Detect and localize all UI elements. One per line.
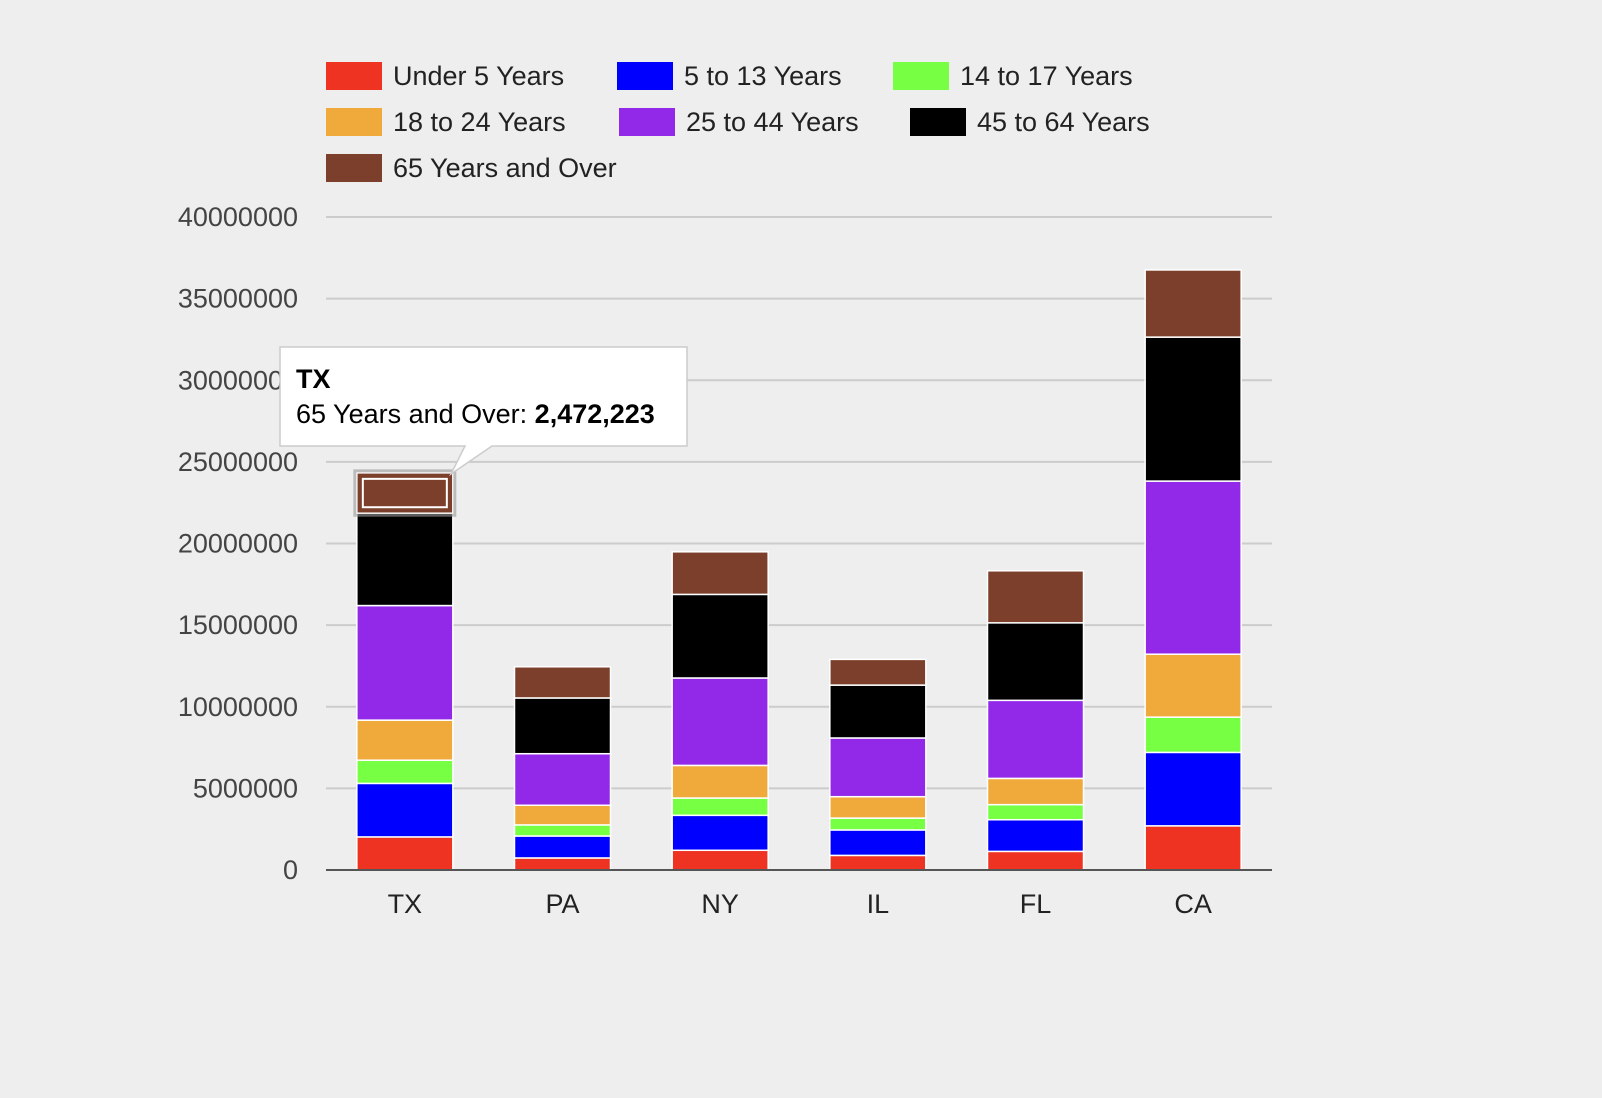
- bar-segment-il-25-to-44-years[interactable]: [829, 737, 927, 798]
- gridlines: [326, 216, 1272, 790]
- y-tick-label: 25000000: [178, 447, 298, 477]
- legend-item-14-to-17-years[interactable]: 14 to 17 Years: [893, 61, 1133, 91]
- bar-segment-pa-14-to-17-years[interactable]: [513, 824, 612, 837]
- bar-segment-ny-65-years-and-over[interactable]: [671, 551, 769, 596]
- bar-segment-il-45-to-64-years[interactable]: [829, 684, 927, 739]
- bar-segment-pa-45-to-64-years[interactable]: [513, 697, 612, 755]
- bar-segment-il-5-to-13-years[interactable]: [829, 829, 927, 857]
- bar-stack-tx: [356, 472, 454, 871]
- legend-label: 25 to 44 Years: [686, 107, 859, 137]
- legend-item-5-to-13-years[interactable]: 5 to 13 Years: [617, 61, 842, 91]
- bar-stack-ca: [1144, 269, 1242, 871]
- bar-segment-ca-25-to-44-years[interactable]: [1144, 480, 1242, 655]
- bar-segment-tx-18-to-24-years[interactable]: [356, 719, 454, 761]
- legend-label: Under 5 Years: [393, 61, 564, 91]
- bar-segment-ca-45-to-64-years[interactable]: [1144, 336, 1242, 482]
- bar-segment-tx-under-5-years[interactable]: [356, 836, 454, 871]
- legend-swatch: [619, 108, 675, 136]
- legend-swatch: [893, 62, 949, 90]
- tooltip-box: [279, 346, 688, 477]
- highlight-inner: [361, 477, 448, 509]
- y-tick-label: 0: [283, 855, 298, 885]
- hover-highlight: [353, 469, 457, 517]
- y-tick-label: 10000000: [178, 692, 298, 722]
- legend: Under 5 Years 5 to 13 Years 14 to 17 Years…: [326, 61, 1150, 183]
- bar-segment-fl-14-to-17-years[interactable]: [986, 803, 1085, 821]
- y-axis: 0 5000000 10000000 15000000 20000000 25000000…: [178, 202, 298, 885]
- bar-segment-fl-65-years-and-over[interactable]: [986, 570, 1085, 624]
- bar-segment-fl-25-to-44-years[interactable]: [986, 699, 1085, 780]
- legend-swatch: [326, 108, 382, 136]
- bar-segment-pa-25-to-44-years[interactable]: [513, 752, 612, 807]
- bar-segment-tx-25-to-44-years[interactable]: [356, 604, 454, 721]
- bar-segment-ca-5-to-13-years[interactable]: [1144, 751, 1242, 827]
- bars: [356, 269, 1242, 871]
- bar-segment-ca-14-to-17-years[interactable]: [1144, 716, 1242, 754]
- bar-segment-il-under-5-years[interactable]: [829, 854, 927, 871]
- bar-segment-tx-5-to-13-years[interactable]: [356, 782, 454, 838]
- legend-item-45-to-64-years[interactable]: 45 to 64 Years: [910, 107, 1150, 137]
- y-tick-label: 5000000: [193, 773, 298, 803]
- legend-item-65-years-and-over[interactable]: 65 Years and Over: [326, 153, 617, 183]
- legend-label: 18 to 24 Years: [393, 107, 566, 137]
- x-tick-label: NY: [701, 889, 739, 919]
- legend-label: 5 to 13 Years: [684, 61, 842, 91]
- bar-stack-ny: [671, 551, 769, 871]
- bar-segment-ny-25-to-44-years[interactable]: [671, 677, 769, 767]
- tooltip: TX 65 Years and Over: 2,472,223: [279, 346, 688, 477]
- x-tick-label: PA: [545, 889, 579, 919]
- bar-segment-ny-18-to-24-years[interactable]: [671, 764, 769, 799]
- y-tick-label: 35000000: [178, 284, 298, 314]
- y-tick-label: 15000000: [178, 610, 298, 640]
- bar-segment-pa-5-to-13-years[interactable]: [513, 835, 612, 859]
- y-tick-label: 30000000: [178, 365, 298, 395]
- x-axis: TX PA NY IL FL CA: [388, 889, 1212, 919]
- legend-label: 45 to 64 Years: [977, 107, 1150, 137]
- tooltip-series-label: 65 Years and Over:: [296, 399, 535, 429]
- bar-segment-fl-45-to-64-years[interactable]: [986, 622, 1085, 702]
- x-tick-label: CA: [1174, 889, 1212, 919]
- x-tick-label: TX: [388, 889, 423, 919]
- bar-segment-tx-45-to-64-years[interactable]: [356, 512, 454, 607]
- bar-segment-fl-5-to-13-years[interactable]: [986, 818, 1085, 853]
- bar-segment-ny-under-5-years[interactable]: [671, 849, 769, 871]
- bar-segment-ca-18-to-24-years[interactable]: [1144, 653, 1242, 718]
- bar-segment-ca-under-5-years[interactable]: [1144, 825, 1242, 871]
- legend-label: 65 Years and Over: [393, 153, 617, 183]
- x-tick-label: FL: [1020, 889, 1052, 919]
- bar-segment-il-65-years-and-over[interactable]: [829, 658, 927, 686]
- bar-stack-pa: [513, 666, 612, 871]
- bar-stack-il: [829, 658, 927, 871]
- legend-item-under-5-years[interactable]: Under 5 Years: [326, 61, 564, 91]
- legend-item-25-to-44-years[interactable]: 25 to 44 Years: [619, 107, 859, 137]
- highlight-outline: [353, 469, 457, 517]
- legend-swatch: [617, 62, 673, 90]
- bar-segment-pa-65-years-and-over[interactable]: [513, 666, 612, 699]
- y-tick-label: 20000000: [178, 529, 298, 559]
- bar-segment-fl-18-to-24-years[interactable]: [986, 777, 1085, 806]
- x-tick-label: IL: [867, 889, 890, 919]
- bar-segment-il-18-to-24-years[interactable]: [829, 795, 927, 819]
- bar-segment-ny-14-to-17-years[interactable]: [671, 797, 769, 817]
- tooltip-value: 2,472,223: [535, 399, 655, 429]
- bar-stack-fl: [986, 570, 1085, 871]
- tooltip-body: 65 Years and Over: 2,472,223: [296, 399, 655, 429]
- legend-swatch: [326, 62, 382, 90]
- bar-segment-il-14-to-17-years[interactable]: [829, 817, 927, 831]
- tooltip-title: TX: [296, 364, 331, 394]
- bar-segment-ca-65-years-and-over[interactable]: [1144, 269, 1242, 338]
- legend-swatch: [326, 154, 382, 182]
- bar-segment-tx-14-to-17-years[interactable]: [356, 759, 454, 785]
- y-tick-label: 40000000: [178, 202, 298, 232]
- bar-segment-ny-45-to-64-years[interactable]: [671, 593, 769, 679]
- bar-segment-ny-5-to-13-years[interactable]: [671, 814, 769, 852]
- legend-item-18-to-24-years[interactable]: 18 to 24 Years: [326, 107, 566, 137]
- bar-segment-fl-under-5-years[interactable]: [986, 850, 1085, 871]
- bar-segment-pa-18-to-24-years[interactable]: [513, 804, 612, 826]
- legend-swatch: [910, 108, 966, 136]
- legend-label: 14 to 17 Years: [960, 61, 1133, 91]
- bar-segment-pa-under-5-years[interactable]: [513, 857, 612, 871]
